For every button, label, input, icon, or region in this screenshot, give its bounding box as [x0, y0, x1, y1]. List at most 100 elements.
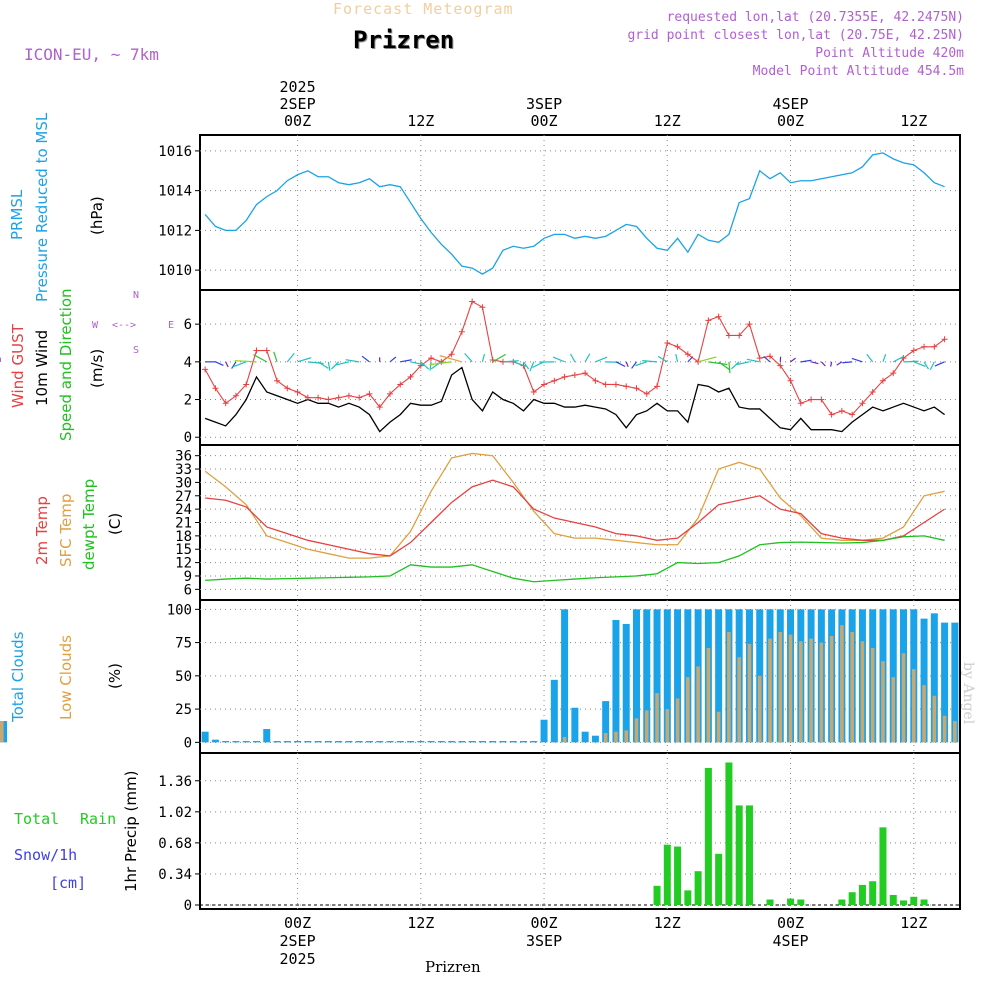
date-tick-top: 3SEP	[526, 95, 562, 113]
total-cloud-bar	[386, 741, 394, 743]
rain-bar	[715, 853, 723, 905]
low-cloud-bar	[850, 631, 854, 743]
gust-marker	[684, 351, 691, 358]
gust-marker	[921, 343, 928, 350]
total-cloud-bar	[458, 741, 466, 743]
low-cloud-bar	[840, 625, 844, 743]
total-cloud-bar	[663, 609, 671, 743]
gust-marker	[397, 381, 404, 388]
wind-direction-arrow	[481, 353, 486, 362]
gust-marker	[725, 332, 732, 339]
gust-marker	[274, 377, 281, 384]
time-tick-bottom: 12Z	[654, 914, 681, 932]
gust-marker	[469, 298, 476, 305]
wind-direction-arrow	[708, 361, 728, 366]
low-cloud-bar	[778, 631, 783, 743]
precip-ytick-label: 1.36	[158, 774, 192, 790]
total-cloud-bar	[540, 719, 548, 743]
wind-direction-arrow	[439, 355, 463, 363]
compass-arrow: <-->	[112, 320, 137, 331]
wind-direction-arrow	[502, 360, 519, 363]
precip-ytick-label: 0	[184, 898, 192, 914]
gust-marker	[571, 372, 578, 379]
time-tick-top: 00Z	[531, 112, 558, 130]
gust-marker	[633, 385, 640, 392]
total-cloud-bar	[643, 609, 651, 743]
gust-marker	[941, 336, 948, 343]
rain-bar	[920, 899, 928, 905]
wind10-line	[204, 366, 945, 433]
gust-marker	[612, 381, 619, 388]
wind-direction-arrow	[746, 358, 760, 363]
low-cloud-bar	[829, 635, 834, 743]
gust-marker	[561, 373, 568, 380]
rain-bar	[766, 899, 774, 905]
wind-direction-arrow	[570, 353, 576, 363]
rain-bar	[910, 896, 918, 905]
gust-marker	[931, 343, 938, 350]
wind-direction-arrow	[429, 361, 432, 371]
footer-city: Prizren	[425, 958, 481, 976]
time-tick-top: 12Z	[900, 112, 927, 130]
requested-coords: requested lon,lat (20.7355E, 42.2475N)	[666, 10, 964, 25]
wind-direction-arrow	[836, 361, 843, 366]
wind-direction-arrow	[736, 361, 750, 366]
time-tick-top: 12Z	[407, 112, 434, 130]
rain-bar	[848, 892, 856, 905]
city-title: Prizren	[353, 26, 455, 54]
gust-marker	[756, 355, 763, 362]
clouds-ytick-label: 25	[175, 702, 192, 718]
temperature-ytick-label: 24	[175, 502, 192, 518]
gust-marker	[284, 385, 291, 392]
low-cloud-bar	[614, 731, 618, 743]
wind-direction-arrow	[697, 356, 717, 363]
gust-marker	[304, 394, 311, 401]
low-cloud-bar	[706, 647, 711, 743]
wind-direction-arrow	[410, 361, 425, 366]
low-cloud-bar	[860, 641, 865, 743]
low-cloud-bar	[634, 718, 639, 743]
total-cloud-bar	[396, 741, 404, 743]
gust-marker	[510, 358, 517, 365]
gust-marker	[849, 411, 856, 418]
pressure-ytick-label: 1012	[158, 223, 192, 239]
wind-direction-arrow	[231, 361, 237, 369]
sfc-temp-line	[204, 452, 945, 559]
gust-marker	[705, 317, 712, 324]
snow-unit-label: [cm]	[50, 874, 87, 892]
rain-bar	[745, 805, 753, 905]
pressure-ytick-label: 1014	[158, 184, 192, 200]
wind-direction-arrow	[297, 357, 312, 363]
total-cloud-bar	[314, 741, 322, 743]
low-cloud-bar	[932, 695, 937, 743]
precip-frame	[199, 752, 961, 910]
wind-direction-arrow	[327, 361, 331, 371]
time-tick-bottom: 00Z	[531, 914, 558, 932]
low-cloud-bar	[562, 737, 567, 743]
gust-marker	[387, 390, 393, 397]
gust-marker	[428, 355, 435, 362]
wind-direction-arrow	[232, 361, 247, 368]
gust-marker	[910, 347, 917, 354]
wind-ytick-label: 0	[184, 430, 192, 446]
date-tick-bottom: 2SEP	[280, 932, 316, 950]
gust-marker	[458, 328, 465, 335]
rain-bar	[787, 898, 795, 905]
gust-marker	[232, 392, 239, 399]
rain-bar	[694, 871, 702, 905]
total-cloud-bar	[468, 741, 476, 743]
total-cloud-bar	[530, 741, 538, 743]
gust-marker	[376, 404, 383, 411]
total-cloud-bar	[550, 679, 558, 743]
gust-marker	[654, 383, 661, 390]
wind-direction-arrow	[513, 361, 527, 367]
wind-direction-arrow	[625, 361, 629, 368]
wind-ytick-label: 2	[184, 393, 192, 409]
total-cloud-bar	[941, 622, 949, 743]
low-cloud-bar	[686, 677, 690, 743]
gust-marker	[592, 377, 599, 384]
wind-direction-arrow	[763, 355, 771, 363]
total-cloud-bar	[509, 741, 517, 743]
wind-direction-arrow	[687, 356, 694, 363]
wind-frame	[199, 289, 961, 446]
